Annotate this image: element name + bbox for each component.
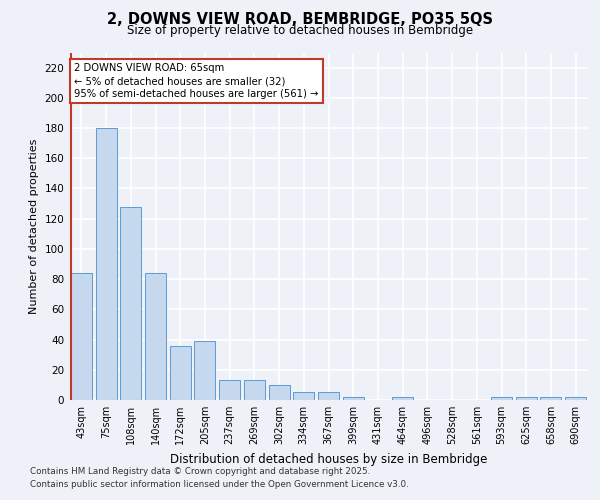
Bar xyxy=(219,380,240,400)
Bar xyxy=(491,397,512,400)
Y-axis label: Number of detached properties: Number of detached properties xyxy=(29,138,39,314)
Bar xyxy=(145,273,166,400)
Text: Contains public sector information licensed under the Open Government Licence v3: Contains public sector information licen… xyxy=(30,480,409,489)
Bar xyxy=(392,397,413,400)
Bar xyxy=(516,397,537,400)
Bar xyxy=(120,206,141,400)
Text: Contains HM Land Registry data © Crown copyright and database right 2025.: Contains HM Land Registry data © Crown c… xyxy=(30,467,370,476)
Text: 2 DOWNS VIEW ROAD: 65sqm
← 5% of detached houses are smaller (32)
95% of semi-de: 2 DOWNS VIEW ROAD: 65sqm ← 5% of detache… xyxy=(74,63,319,100)
Bar xyxy=(170,346,191,400)
Text: Size of property relative to detached houses in Bembridge: Size of property relative to detached ho… xyxy=(127,24,473,37)
Bar xyxy=(244,380,265,400)
Text: 2, DOWNS VIEW ROAD, BEMBRIDGE, PO35 5QS: 2, DOWNS VIEW ROAD, BEMBRIDGE, PO35 5QS xyxy=(107,12,493,28)
Bar xyxy=(95,128,116,400)
Bar xyxy=(343,397,364,400)
Bar xyxy=(318,392,339,400)
X-axis label: Distribution of detached houses by size in Bembridge: Distribution of detached houses by size … xyxy=(170,452,487,466)
Bar xyxy=(194,341,215,400)
Bar xyxy=(71,273,92,400)
Bar xyxy=(565,397,586,400)
Bar xyxy=(541,397,562,400)
Bar xyxy=(293,392,314,400)
Bar xyxy=(269,385,290,400)
